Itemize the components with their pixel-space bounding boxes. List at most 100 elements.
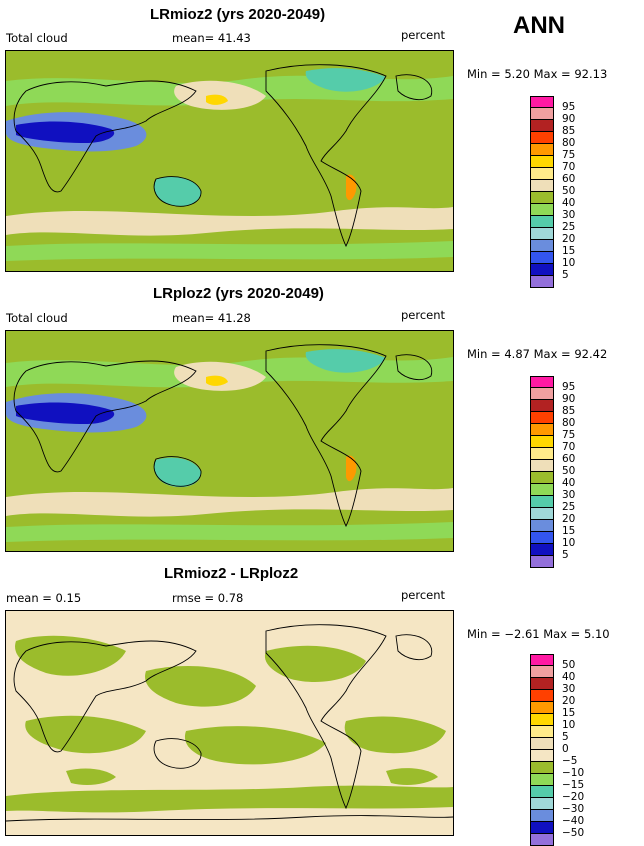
panel-2-stat: mean= 41.28 xyxy=(172,311,251,325)
panel-3-colorbar-label: −5 xyxy=(562,755,578,767)
panel-2-colorbar-swatch xyxy=(530,388,554,400)
panel-1-colorbar-label: 20 xyxy=(562,233,576,245)
panel-1-colorbar-swatch xyxy=(530,240,554,252)
panel-2-colorbar-swatch xyxy=(530,484,554,496)
panel-2-colorbar-label: 50 xyxy=(562,465,576,477)
panel-1-colorbar-swatch xyxy=(530,204,554,216)
panel-1-colorbar-label: 15 xyxy=(562,245,576,257)
panel-1-colorbar-label: 95 xyxy=(562,101,576,113)
panel-1-map xyxy=(5,50,454,272)
panel-2-colorbar xyxy=(530,376,554,568)
panel-3-map xyxy=(5,610,454,836)
panel-2-colorbar-swatch xyxy=(530,460,554,472)
panel-3-colorbar-swatch xyxy=(530,834,554,846)
panel-1-colorbar-swatch xyxy=(530,144,554,156)
panel-2-colorbar-swatch xyxy=(530,556,554,568)
panel-1-left-label: Total cloud xyxy=(6,31,68,45)
panel-2-colorbar-swatch xyxy=(530,496,554,508)
panel-3-colorbar-swatch xyxy=(530,786,554,798)
panel-2-colorbar-label: 20 xyxy=(562,513,576,525)
panel-2-colorbar-label: 40 xyxy=(562,477,576,489)
panel-2-colorbar-label: 5 xyxy=(562,549,569,561)
panel-1-colorbar-swatch xyxy=(530,276,554,288)
panel-1-colorbar-swatch xyxy=(530,192,554,204)
panel-3-colorbar-label: 30 xyxy=(562,683,576,695)
panel-1-stat: mean= 41.43 xyxy=(172,31,251,45)
panel-1-band-polar xyxy=(6,241,453,261)
panel-3-colorbar-swatch xyxy=(530,726,554,738)
panel-1-colorbar-label: 10 xyxy=(562,257,576,269)
panel-3-colorbar-swatch xyxy=(530,702,554,714)
panel-3-colorbar-swatch xyxy=(530,822,554,834)
panel-1-colorbar-swatch xyxy=(530,228,554,240)
panel-1-colorbar-swatch xyxy=(530,168,554,180)
panel-1-colorbar-label: 75 xyxy=(562,149,576,161)
panel-2-andes xyxy=(346,455,357,482)
panel-1-colorbar-label: 60 xyxy=(562,173,576,185)
panel-1-colorbar-label: 90 xyxy=(562,113,576,125)
panel-1-colorbar-swatch xyxy=(530,264,554,276)
panel-2-colorbar-swatch xyxy=(530,472,554,484)
panel-2-colorbar-swatch xyxy=(530,436,554,448)
panel-2-colorbar-label: 75 xyxy=(562,429,576,441)
panel-1-title: LRmioz2 (yrs 2020-2049) xyxy=(150,6,326,23)
panel-3-colorbar-swatch xyxy=(530,750,554,762)
panel-1-colorbar-label: 50 xyxy=(562,185,576,197)
panel-2-colorbar-label: 15 xyxy=(562,525,576,537)
panel-3-colorbar-label: 0 xyxy=(562,743,569,755)
panel-1-colorbar-swatch xyxy=(530,180,554,192)
panel-2-colorbar-swatch xyxy=(530,400,554,412)
panel-1-colorbar-swatch xyxy=(530,132,554,144)
panel-2-colorbar-swatch xyxy=(530,412,554,424)
panel-2-left-label: Total cloud xyxy=(6,311,68,325)
panel-3-colorbar-swatch xyxy=(530,798,554,810)
panel-3-colorbar-label: −10 xyxy=(562,767,585,779)
panel-2-colorbar-label: 25 xyxy=(562,501,576,513)
panel-2-colorbar-label: 95 xyxy=(562,381,576,393)
panel-1-colorbar-label: 80 xyxy=(562,137,576,149)
panel-3-field xyxy=(6,611,453,835)
panel-1-colorbar xyxy=(530,96,554,288)
panel-1-pacific-max xyxy=(206,94,228,105)
panel-1-minmax: Min = 5.20 Max = 92.13 xyxy=(467,67,608,81)
panel-1-colorbar-swatch xyxy=(530,120,554,132)
panel-2-pacific-max xyxy=(206,375,228,386)
panel-3-colorbar-label: −40 xyxy=(562,815,585,827)
panel-1-arctic xyxy=(305,68,386,92)
panel-3-colorbar-label: 50 xyxy=(562,659,576,671)
panel-2-band-polar xyxy=(6,522,453,542)
panel-3-colorbar-swatch xyxy=(530,738,554,750)
panel-2-minmax: Min = 4.87 Max = 92.42 xyxy=(467,347,608,361)
panel-2-colorbar-swatch xyxy=(530,520,554,532)
panel-1-australia xyxy=(154,176,202,207)
panel-3-colorbar xyxy=(530,654,554,846)
panel-1-field xyxy=(6,51,453,271)
panel-2-colorbar-label: 80 xyxy=(562,417,576,429)
panel-3-colorbar-swatch xyxy=(530,654,554,666)
panel-2-colorbar-swatch xyxy=(530,532,554,544)
panel-2-colorbar-label: 70 xyxy=(562,441,576,453)
panel-3-colorbar-swatch xyxy=(530,762,554,774)
panel-1-desert-min xyxy=(16,121,115,143)
panel-2-colorbar-label: 85 xyxy=(562,405,576,417)
panel-3-colorbar-swatch xyxy=(530,690,554,702)
panel-3-colorbar-label: 40 xyxy=(562,671,576,683)
panel-2-title: LRploz2 (yrs 2020-2049) xyxy=(153,285,324,302)
panel-3-colorbar-label: 20 xyxy=(562,695,576,707)
panel-1-colorbar-label: 5 xyxy=(562,269,569,281)
panel-3-colorbar-label: 10 xyxy=(562,719,576,731)
panel-2-map xyxy=(5,330,454,552)
panel-3-colorbar-swatch xyxy=(530,678,554,690)
panel-1-colorbar-label: 70 xyxy=(562,161,576,173)
panel-3-negative-areas xyxy=(6,635,453,813)
panel-2-colorbar-label: 60 xyxy=(562,453,576,465)
panel-2-units: percent xyxy=(401,308,446,322)
panel-2-arctic xyxy=(305,349,386,373)
panel-1-units: percent xyxy=(401,28,446,42)
panel-3-colorbar-label: −15 xyxy=(562,779,585,791)
panel-1-colorbar-label: 40 xyxy=(562,197,576,209)
panel-3-colorbar-swatch xyxy=(530,666,554,678)
panel-2-australia xyxy=(154,457,202,488)
panel-3-colorbar-label: 15 xyxy=(562,707,576,719)
season-label: ANN xyxy=(513,12,565,39)
